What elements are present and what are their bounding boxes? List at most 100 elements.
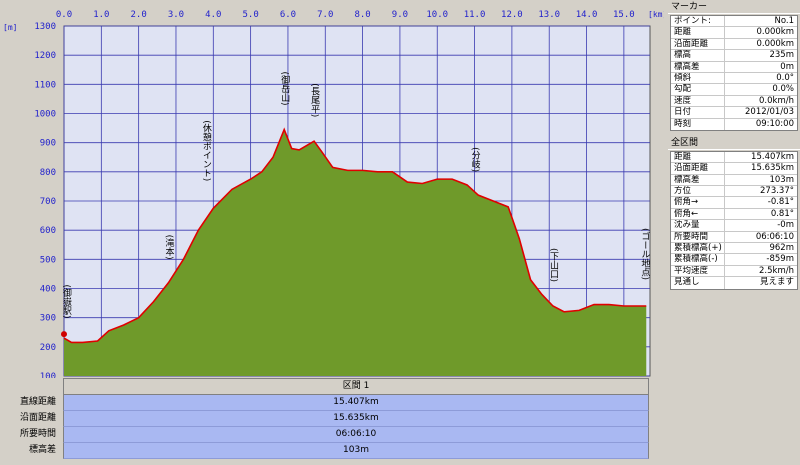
info-value: 962m [769, 243, 794, 254]
info-row: 距離 0.000km [671, 27, 797, 39]
summary-label: 標高差 [28, 445, 56, 455]
x-tick-label: 5.0 [242, 10, 258, 20]
info-row: 時刻 09:10:00 [671, 118, 797, 130]
y-tick-label: 500 [40, 255, 56, 265]
info-row: 沈み量 -0m [671, 220, 797, 232]
info-row: 俯角← 0.81° [671, 208, 797, 221]
info-value: -0m [777, 220, 794, 231]
info-value: 15.635km [751, 163, 794, 174]
y-tick-label: 300 [40, 314, 56, 324]
landmark-label: (分岐) [470, 147, 481, 172]
summary-value: 15.635km [63, 411, 649, 427]
x-unit-label: [km] [648, 10, 664, 19]
info-value: 見えます [759, 277, 794, 288]
info-key: 所要時間 [671, 231, 725, 243]
info-row: 俯角→ -0.81° [671, 197, 797, 209]
y-unit-label: [m] [3, 23, 17, 32]
info-key: 速度 [671, 95, 725, 107]
info-value: -859m [766, 254, 794, 265]
info-key: 累積標高(-) [671, 254, 725, 265]
info-value: 0.81° [770, 208, 794, 219]
info-key: 標高差 [671, 174, 725, 186]
landmark-label: (御岳山) [279, 72, 290, 106]
elevation-line [63, 127, 647, 344]
info-value: 235m [769, 50, 794, 61]
info-row: 速度 0.0km/h [671, 95, 797, 108]
x-tick-label: 13.0 [538, 10, 560, 20]
info-value: 103m [769, 174, 794, 185]
x-tick-label: 4.0 [205, 10, 221, 20]
info-key: 日付 [671, 107, 725, 118]
info-key: 俯角← [671, 208, 725, 220]
info-key: 傾斜 [671, 72, 725, 84]
y-tick-label: 900 [40, 139, 56, 149]
elevation-area [64, 129, 647, 376]
info-row: 傾斜 0.0° [671, 72, 797, 85]
info-key: 標高差 [671, 61, 725, 72]
info-value: 06:06:10 [755, 231, 794, 242]
info-row: ポイント: No.1 [671, 16, 797, 28]
x-tick-label: 9.0 [392, 10, 408, 20]
x-tick-label: 6.0 [280, 10, 296, 20]
info-row: 方位 273.37° [671, 186, 797, 198]
info-row: 標高差 103m [671, 174, 797, 187]
info-key: 距離 [671, 27, 725, 38]
info-key: 時刻 [671, 118, 725, 130]
summary-value: 15.407km [63, 395, 649, 411]
y-tick-label: 600 [40, 226, 56, 236]
y-tick-label: 100 [40, 372, 56, 378]
info-key: 累積標高(+) [671, 243, 725, 254]
info-value: 0.0% [772, 84, 794, 95]
y-tick-label: 800 [40, 168, 56, 178]
y-tick-label: 700 [40, 197, 56, 207]
elevation-chart-svg: 100 200 300 400 500 600 700 800 900 1000 1100 1200 1… [3, 10, 664, 378]
x-tick-label: 11.0 [464, 10, 486, 20]
info-row: 標高差 0m [671, 61, 797, 73]
info-key: 勾配 [671, 84, 725, 95]
x-tick-label: 14.0 [576, 10, 598, 20]
y-tick-label: 1100 [34, 80, 56, 90]
landmark-label: (ゴール地点) [639, 228, 650, 280]
x-tick-label: 15.0 [613, 10, 635, 20]
y-tick-label: 1300 [34, 22, 56, 32]
info-row: 勾配 0.0% [671, 84, 797, 96]
x-tick-label: 2.0 [131, 10, 147, 20]
summary-label: 直線距離 [19, 397, 56, 407]
marker-info-table: ポイント: No.1 距離 0.000km 沿面距離 0.000km 標高 235m 標高差 0m… [670, 15, 798, 131]
section-header[interactable]: 区間 1 [63, 378, 649, 395]
info-value: 0m [780, 61, 794, 72]
x-tick-label: 10.0 [426, 10, 448, 20]
x-tick-label: 8.0 [354, 10, 370, 20]
info-key: ポイント: [671, 16, 725, 27]
info-value: 0.000km [756, 27, 794, 38]
info-key: 沿面距離 [671, 163, 725, 174]
info-row: 累積標高(+) 962m [671, 243, 797, 255]
info-row: 平均速度 2.5km/h [671, 265, 797, 278]
info-value: -0.81° [767, 197, 794, 208]
y-tick-label: 1000 [34, 110, 56, 120]
x-tick-label: 1.0 [93, 10, 109, 20]
summary-label: 沿面距離 [19, 413, 56, 423]
info-row: 標高 235m [671, 50, 797, 62]
landmark-label: (下山口) [548, 248, 559, 282]
info-key: 方位 [671, 186, 725, 197]
landmark-label: (滝本) [164, 235, 175, 260]
info-key: 距離 [671, 151, 725, 163]
summary-value: 06:06:10 [63, 427, 649, 443]
info-row: 見通し 見えます [671, 277, 797, 289]
info-value: 0.0° [776, 72, 794, 83]
x-tick-label: 0.0 [56, 10, 72, 20]
info-value: 0.000km [756, 38, 794, 49]
info-value: No.1 [774, 16, 794, 26]
x-tick-label: 12.0 [501, 10, 523, 20]
info-sidebar: マーカー ポイント: No.1 距離 0.000km 沿面距離 0.000km 標高 235m… [668, 0, 800, 465]
info-row: 所要時間 06:06:10 [671, 231, 797, 244]
y-tick-label: 400 [40, 285, 56, 295]
info-row: 累積標高(-) -859m [671, 254, 797, 266]
info-key: 標高 [671, 50, 725, 61]
info-value: 2012/01/03 [745, 107, 794, 118]
info-value: 2.5km/h [759, 265, 794, 276]
elevation-chart: 100 200 300 400 500 600 700 800 900 1000 1100 1200 1… [3, 10, 664, 378]
info-value: 15.407km [751, 151, 794, 162]
